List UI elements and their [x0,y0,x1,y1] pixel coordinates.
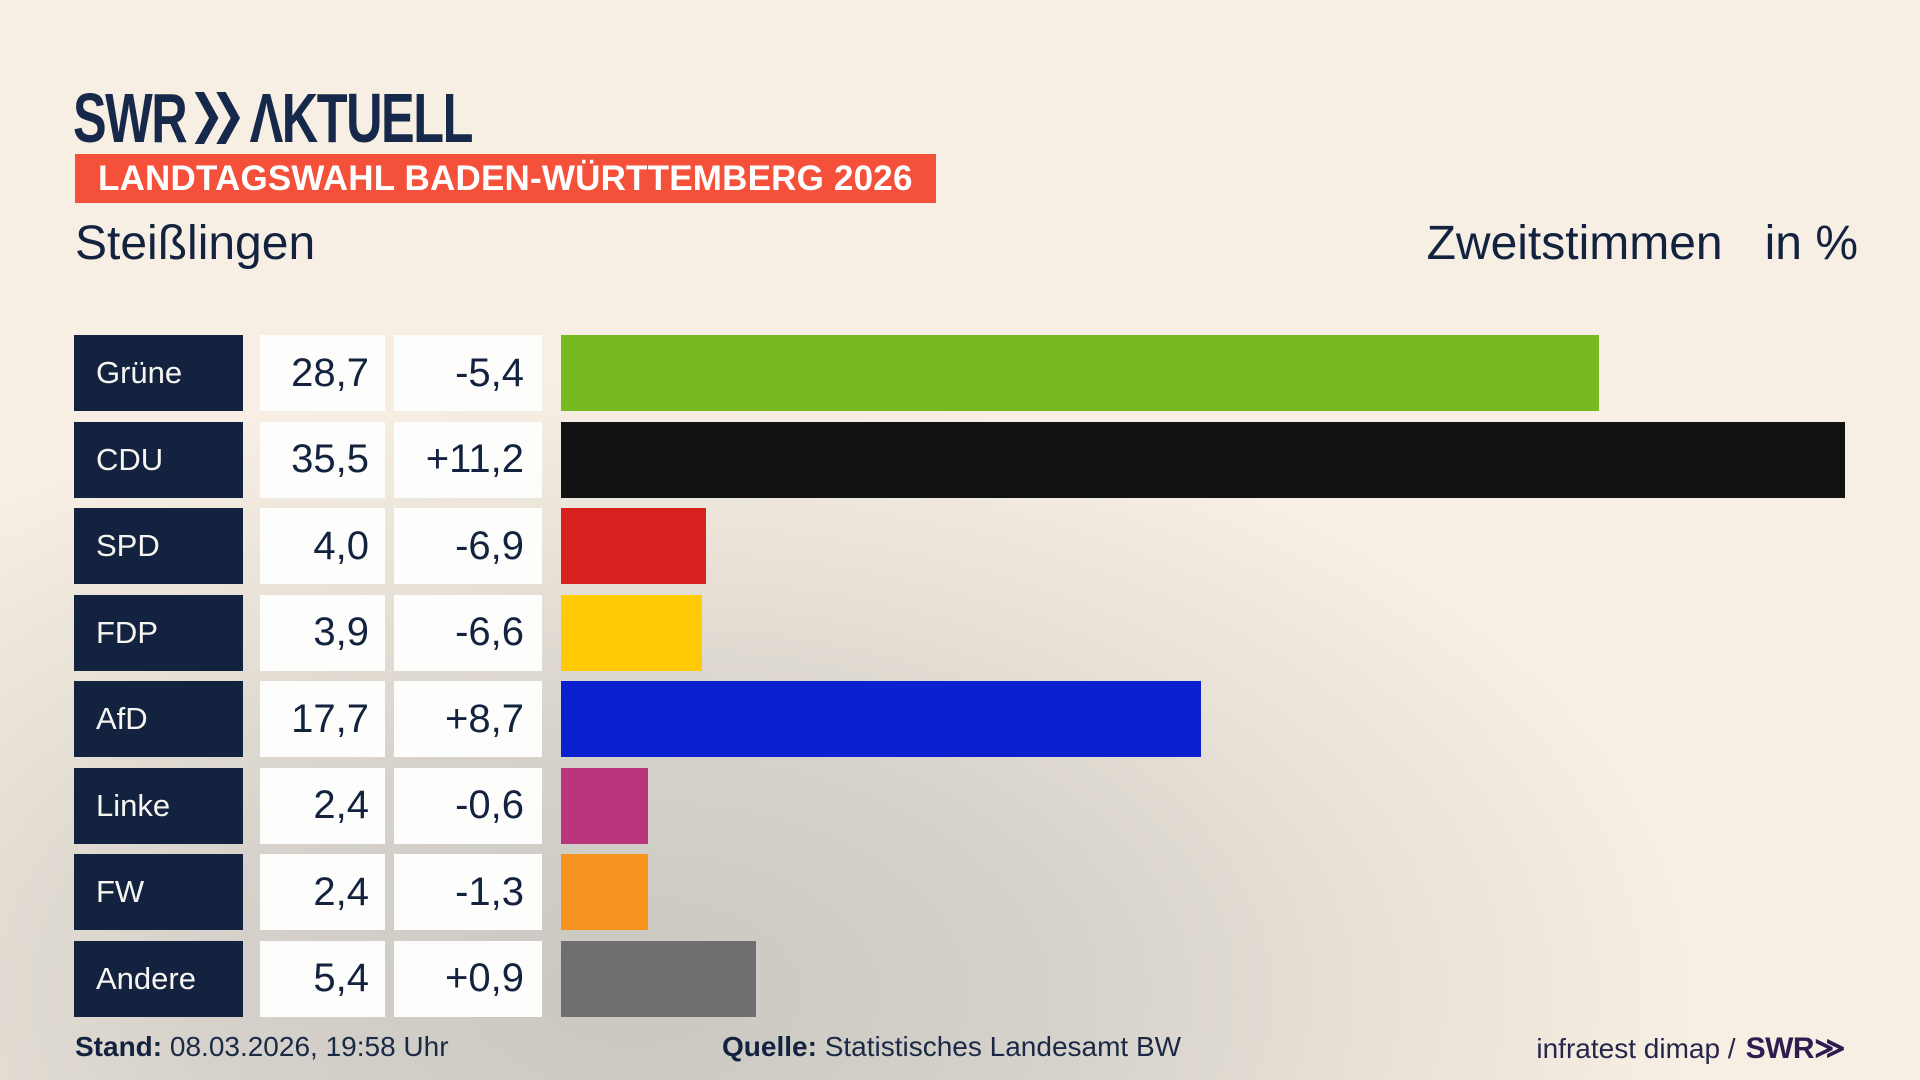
party-name: FDP [74,594,243,671]
bar-track [561,594,1845,671]
result-row: FDP 3,9 -6,6 [74,594,1845,671]
measure-title: Zweitstimmen in % [1427,216,1858,271]
party-change: -6,6 [394,594,542,671]
credit: infratest dimap / SWR≫ [1536,1031,1845,1066]
party-name: CDU [74,421,243,498]
party-percent: 4,0 [260,508,385,584]
bar-track [561,940,1845,1017]
result-row: Linke 2,4 -0,6 [74,767,1845,844]
party-name: Grüne [74,335,243,411]
party-change: +8,7 [394,681,542,757]
result-bar [561,854,648,930]
party-name: FW [74,854,243,930]
party-change: -1,3 [394,854,542,930]
party-name: SPD [74,508,243,584]
unit-label: in % [1764,216,1858,270]
result-row: AfD 17,7 +8,7 [74,681,1845,757]
bar-track [561,681,1845,757]
result-row: FW 2,4 -1,3 [74,854,1845,930]
party-change: -6,9 [394,508,542,584]
stand-timestamp: Stand: 08.03.2026, 19:58 Uhr [75,1031,449,1063]
result-bar [561,940,757,1017]
data-source: Quelle: Statistisches Landesamt BW [722,1031,1181,1063]
result-row: CDU 35,5 +11,2 [74,421,1845,498]
party-percent: 3,9 [260,594,385,671]
result-bar [561,681,1202,757]
election-banner: LANDTAGSWAHL BADEN-WÜRTTEMBERG 2026 [75,154,936,203]
party-percent: 28,7 [260,335,385,411]
bar-track [561,335,1845,411]
party-percent: 35,5 [260,421,385,498]
bar-track [561,767,1845,844]
bar-track [561,854,1845,930]
bar-track [561,508,1845,584]
results-table: Grüne 28,7 -5,4 CDU 35,5 +11,2 SPD 4,0 -… [74,335,1845,1027]
swr-aktuell-logo: SWR ΛKTUELL [73,78,474,158]
result-row: Andere 5,4 +0,9 [74,940,1845,1017]
logo-aktuell-text: ΛKTUELL [249,79,474,157]
party-change: -0,6 [394,767,542,844]
party-change: -5,4 [394,335,542,411]
footer: Stand: 08.03.2026, 19:58 Uhr Quelle: Sta… [0,1031,1920,1071]
party-name: Linke [74,767,243,844]
swr-double-chevron-icon [194,92,241,144]
party-change: +11,2 [394,421,542,498]
source-label: Quelle: [722,1031,817,1062]
measure-label: Zweitstimmen [1426,216,1723,270]
swr-footer-logo: SWR≫ [1745,1032,1846,1065]
result-bar [561,594,703,671]
party-name: Andere [74,940,243,1017]
party-percent: 5,4 [260,940,385,1017]
party-name: AfD [74,681,243,757]
result-bar [561,767,648,844]
result-bar [561,508,706,584]
stand-label: Stand: [75,1031,163,1062]
result-row: Grüne 28,7 -5,4 [74,335,1845,411]
credit-text: infratest dimap / [1536,1032,1736,1064]
party-change: +0,9 [394,940,542,1017]
party-percent: 2,4 [260,854,385,930]
result-row: SPD 4,0 -6,9 [74,508,1845,584]
municipality-title: Steißlingen [75,216,316,270]
title-bar: Steißlingen Zweitstimmen in % [75,212,1858,274]
party-percent: 2,4 [260,767,385,844]
bar-track [561,421,1845,498]
result-bar [561,335,1600,411]
stand-value: 08.03.2026, 19:58 Uhr [169,1031,449,1062]
result-bar [561,421,1845,498]
party-percent: 17,7 [260,681,385,757]
logo-swr-text: SWR [73,79,188,157]
source-value: Statistisches Landesamt BW [824,1031,1182,1062]
